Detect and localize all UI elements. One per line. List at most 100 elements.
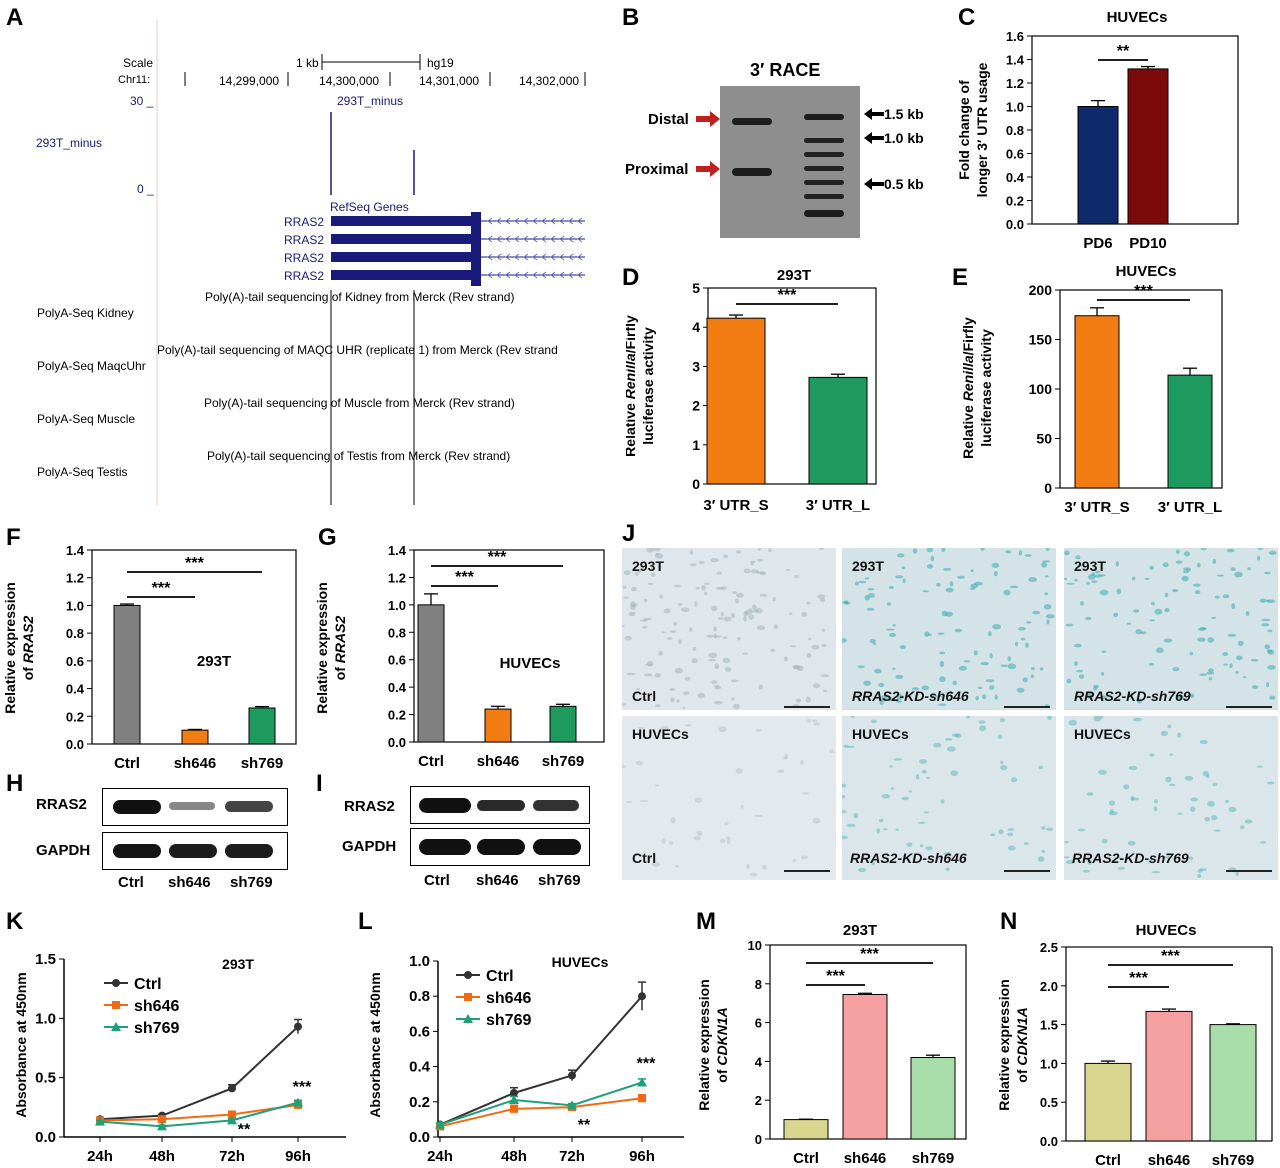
cell-speck <box>773 624 778 629</box>
cell-speck <box>622 703 627 706</box>
cell-speck <box>846 745 855 748</box>
cell-speck <box>1020 637 1026 641</box>
cell-speck <box>1065 860 1075 865</box>
cell-speck <box>720 611 724 617</box>
scale-bar <box>784 870 830 872</box>
intron-chevron-icon <box>568 271 574 279</box>
x-category-label: Ctrl <box>1095 1152 1121 1168</box>
cell-speck <box>788 612 793 616</box>
ylabel-segment: CDKN1A <box>714 1007 730 1065</box>
cell-speck <box>1177 812 1183 815</box>
legend-label: Ctrl <box>134 976 162 993</box>
cell-speck <box>1214 829 1221 832</box>
legend-label: sh769 <box>486 1012 531 1029</box>
cell-speck <box>733 703 740 710</box>
x-tick-label: 48h <box>501 1148 527 1165</box>
cell-speck <box>1148 859 1152 864</box>
marker-label-3: 0.5 kb <box>884 176 924 192</box>
chart-d: 0 1 2 3 4 5 3′ UTR_S 3′ UTR_L *** 293T Relative Re… <box>626 267 877 514</box>
y-tick-label: 0 <box>755 1132 762 1147</box>
cell-speck <box>1042 560 1051 563</box>
cell-speck <box>805 696 811 703</box>
cell-speck <box>946 746 956 752</box>
cell-speck <box>691 658 698 664</box>
micro-huvec-sh646-cond: RRAS2-KD-sh646 <box>850 850 967 866</box>
intron-chevron-icon <box>559 235 565 243</box>
cell-speck <box>1196 562 1201 568</box>
micro-huvec-sh646: HUVECs RRAS2-KD-sh646 <box>842 716 1056 880</box>
cell-speck <box>1023 842 1029 845</box>
cell-speck <box>958 665 968 671</box>
cell-speck <box>888 585 894 589</box>
ylabel-segment: of <box>20 663 36 680</box>
cell-speck <box>1175 560 1183 564</box>
y-tick-label: 0.0 <box>388 735 406 750</box>
intron-chevron-icon <box>523 217 529 225</box>
ladder-band-1 <box>804 114 844 120</box>
y-tick-label: 6 <box>755 1016 762 1031</box>
cell-speck <box>944 738 953 741</box>
y-tick-label: 0.2 <box>388 708 406 723</box>
cell-texture <box>1064 716 1275 878</box>
y-tick-label: 8 <box>755 977 762 992</box>
series-line-sh769 <box>99 1101 299 1128</box>
cell-speck <box>901 566 906 570</box>
scale-bar <box>1004 870 1050 872</box>
cell-speck <box>750 560 756 563</box>
cell-speck <box>710 558 719 563</box>
ladder-band-2 <box>804 138 844 143</box>
cell-speck <box>1093 686 1098 691</box>
cell-speck <box>924 631 930 637</box>
cell-speck <box>926 564 934 569</box>
western-blot-i: RRAS2 GAPDH Ctrl sh646 sh769 <box>330 782 620 897</box>
micro-huvec-sh769-cond: RRAS2-KD-sh769 <box>1072 850 1189 866</box>
blot-h-lane-ctrl: Ctrl <box>118 874 144 891</box>
cell-speck <box>1079 674 1085 679</box>
chart-f: 0.0 0.2 0.4 0.6 0.8 1.0 1.2 1.4 Ctrl sh646 sh769 **… <box>2 543 297 772</box>
cell-speck <box>1183 567 1189 571</box>
cell-speck <box>1108 811 1118 816</box>
ladder-band-3 <box>804 152 844 157</box>
x-category-label: PD6 <box>1083 235 1112 252</box>
cell-speck <box>1175 549 1180 555</box>
cell-speck <box>726 838 731 845</box>
cell-speck <box>923 811 929 814</box>
cell-speck <box>863 680 871 686</box>
cell-speck <box>661 631 667 634</box>
cell-speck <box>644 673 653 677</box>
cell-speck <box>1064 856 1070 859</box>
intron-chevron-icon <box>487 253 493 261</box>
cell-speck <box>1165 776 1172 783</box>
cell-speck <box>713 685 720 688</box>
cell-speck <box>725 836 731 840</box>
data-point-ctrl <box>638 992 646 1001</box>
cell-speck <box>942 567 952 571</box>
chart-l: 0.0 0.2 0.4 0.6 0.8 1.0 24h 48h 72h 96h Ctrl sh646 s… <box>367 953 684 1165</box>
y-tick-label: 0.4 <box>388 680 407 695</box>
bar-ctrl <box>1084 1062 1132 1142</box>
panel-label-l: L <box>358 908 373 935</box>
x-category-label: sh646 <box>174 755 217 772</box>
cell-speck <box>883 828 888 831</box>
cell-speck <box>1046 827 1054 831</box>
micro-293t-sh646-cond: RRAS2-KD-sh646 <box>852 688 969 704</box>
cell-speck <box>896 693 904 700</box>
cell-speck <box>1064 577 1068 581</box>
intron-chevron-icon <box>514 235 520 243</box>
cell-speck <box>895 674 904 679</box>
intron-chevron-icon <box>523 235 529 243</box>
cell-speck <box>723 554 728 559</box>
x-category-label: PD10 <box>1129 235 1167 252</box>
cell-speck <box>926 548 934 553</box>
cell-speck <box>854 581 859 586</box>
y-axis-label: Relative expression <box>2 582 18 714</box>
cell-speck <box>980 661 989 666</box>
cell-speck <box>655 553 660 555</box>
cell-speck <box>892 624 896 627</box>
y-tick-label: 1.0 <box>388 598 406 613</box>
y-tick-label: 1.4 <box>388 543 407 558</box>
cell-speck <box>1172 589 1179 593</box>
legend-marker-icon <box>112 979 120 987</box>
significance-label: *** <box>1129 970 1148 987</box>
cell-speck <box>1109 809 1114 814</box>
